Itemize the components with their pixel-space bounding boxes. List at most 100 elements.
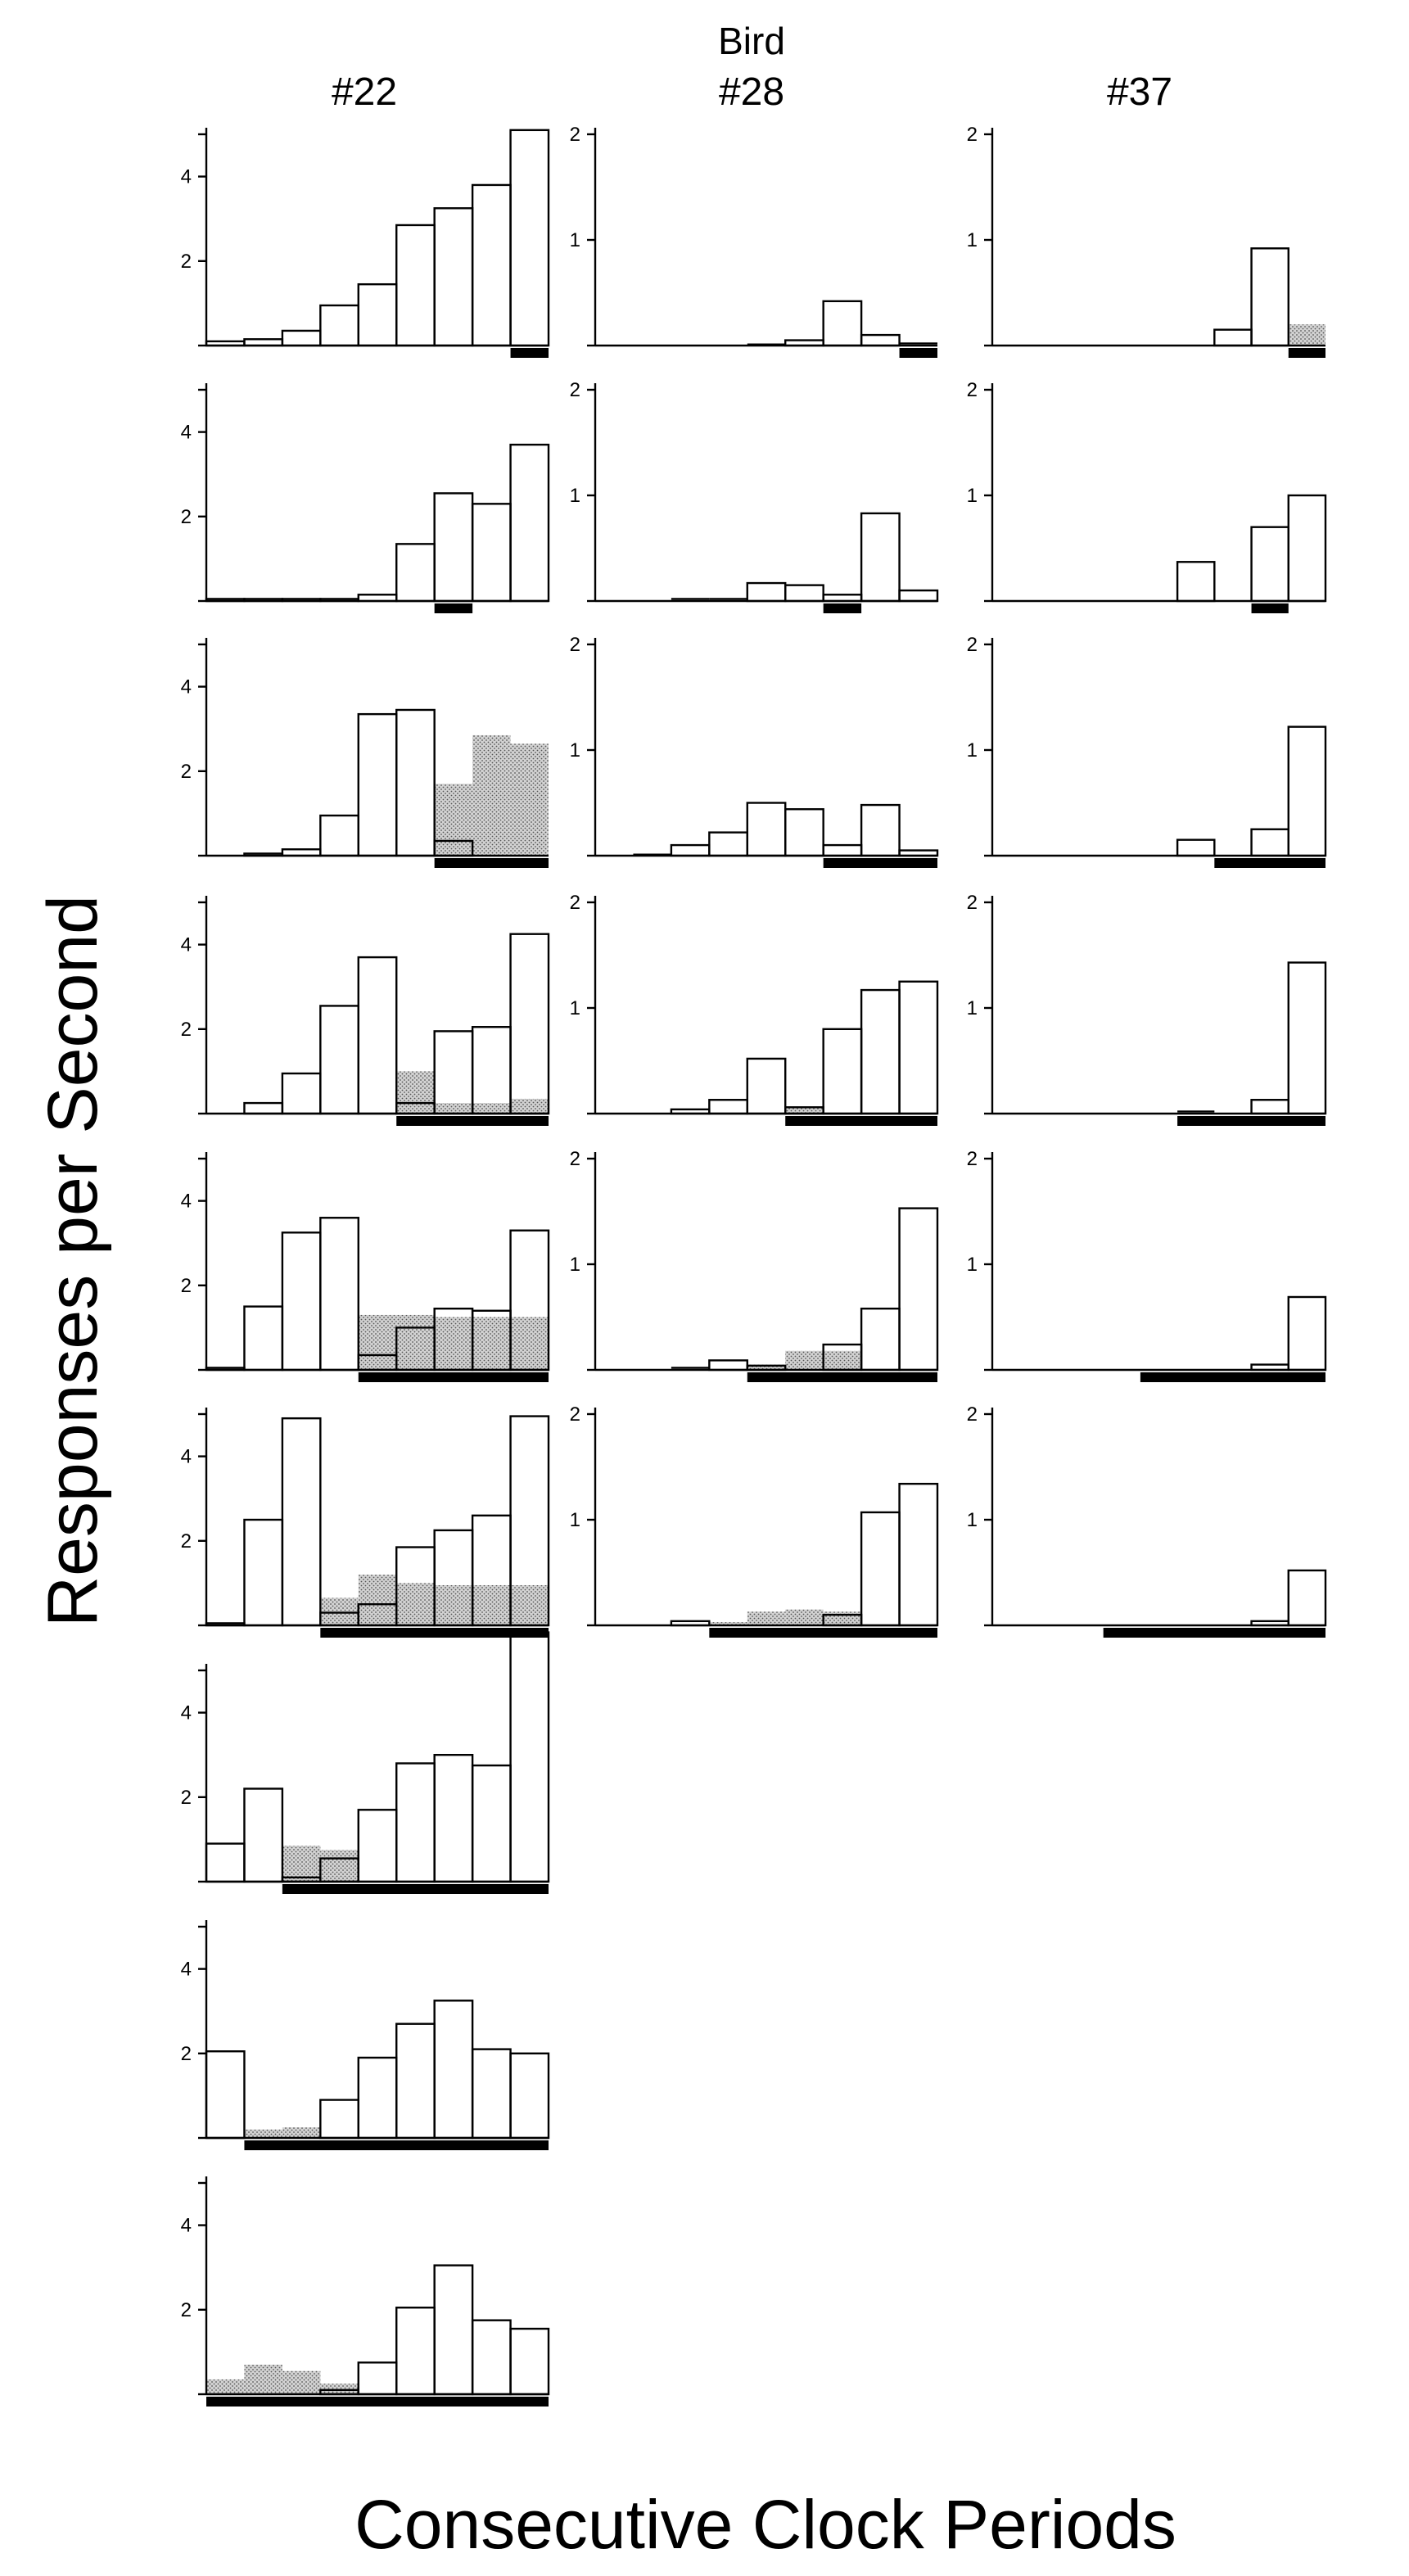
period-bar (1251, 603, 1289, 613)
y-tick-label: 2 (967, 1403, 978, 1426)
y-tick-label: 2 (967, 634, 978, 656)
open-bar-4 (319, 304, 359, 347)
open-bar-5 (746, 1057, 787, 1115)
y-tick-label: 4 (181, 934, 192, 956)
open-bar-3 (281, 1417, 322, 1627)
open-bar-9 (898, 1482, 939, 1627)
period-bar (396, 1116, 549, 1126)
shaded-bar-4 (320, 2384, 359, 2394)
panel-bird-28-row-5: 12 (570, 1148, 939, 1382)
y-tick-label: 1 (967, 1509, 978, 1531)
open-bar-9 (509, 933, 550, 1115)
panel-bird-22-row-9: 24 (181, 2176, 550, 2407)
y-tick-label: 4 (181, 166, 192, 188)
period-bar (510, 348, 549, 358)
panel-bird-37-row-6: 12 (967, 1403, 1327, 1638)
y-tick-label: 2 (967, 379, 978, 401)
open-bar-8 (1250, 526, 1289, 603)
open-bar-3 (670, 843, 711, 857)
open-bar-5 (357, 2056, 398, 2140)
open-bar-3 (281, 1232, 322, 1372)
shaded-bar-5 (747, 1611, 786, 1625)
shaded-bar-1 (206, 2379, 245, 2394)
open-bar-9 (509, 129, 550, 347)
shaded-bar-4 (709, 1622, 747, 1625)
y-tick-label: 4 (181, 1191, 192, 1213)
open-bar-8 (860, 1511, 901, 1627)
shaded-bar-7 (434, 1317, 473, 1370)
y-tick-label: 2 (181, 1275, 192, 1297)
open-bar-8 (860, 803, 901, 857)
open-bar-6 (395, 2307, 436, 2396)
panel-bird-22-row-6: 24 (181, 1408, 550, 1638)
open-bar-3 (281, 1072, 322, 1115)
open-bar-8 (471, 2319, 512, 2396)
y-tick-label: 1 (570, 739, 580, 762)
y-tick-label: 1 (570, 485, 580, 507)
open-bar-9 (898, 980, 939, 1115)
open-bar-9 (898, 589, 939, 603)
shaded-bar-3 (282, 1846, 321, 1882)
shaded-bar-9 (510, 1584, 549, 1625)
open-bar-8 (1250, 1099, 1289, 1115)
period-bar (1140, 1372, 1325, 1382)
shaded-bar-8 (472, 1103, 511, 1114)
y-tick-label: 2 (181, 1019, 192, 1041)
open-bar-7 (1213, 328, 1253, 347)
open-bar-7 (433, 2264, 474, 2396)
open-bar-6 (1176, 838, 1216, 857)
y-tick-label: 2 (967, 892, 978, 914)
period-bar (899, 348, 937, 358)
period-bar (1103, 1628, 1325, 1638)
panels-layer: 2424242424242424241212121212121212121212… (181, 124, 1327, 2407)
period-bar (785, 1116, 937, 1126)
y-tick-label: 1 (967, 997, 978, 1019)
bird-37-header: #37 (1107, 70, 1172, 114)
shaded-bar-3 (282, 2127, 321, 2138)
open-bar-1 (205, 1842, 246, 1883)
open-bar-8 (471, 183, 512, 347)
shaded-bar-5 (358, 1314, 397, 1370)
period-bar (823, 858, 937, 868)
period-bar (1288, 348, 1325, 358)
shaded-bar-9 (510, 1317, 549, 1370)
open-bar-2 (243, 1101, 284, 1115)
shaded-bar-6 (785, 1350, 824, 1370)
y-tick-label: 4 (181, 1959, 192, 1981)
period-bar (206, 2397, 549, 2407)
y-tick-label: 2 (570, 892, 580, 914)
bird-label: Bird (718, 20, 785, 62)
y-tick-label: 2 (181, 1787, 192, 1809)
shaded-bar-2 (244, 2129, 282, 2138)
open-bar-4 (708, 831, 748, 857)
open-bar-6 (395, 224, 436, 347)
open-bar-7 (822, 300, 863, 347)
period-bar (320, 1628, 549, 1638)
open-bar-1 (205, 2050, 246, 2140)
open-bar-8 (860, 333, 901, 347)
y-tick-label: 2 (181, 251, 192, 273)
open-bar-7 (433, 492, 474, 603)
open-bar-5 (357, 1809, 398, 1883)
shaded-bar-7 (434, 1584, 473, 1625)
bird-28-header: #28 (719, 70, 784, 114)
y-tick-label: 2 (967, 1148, 978, 1170)
open-bar-4 (319, 814, 359, 857)
y-tick-label: 1 (570, 1509, 580, 1531)
open-bar-5 (746, 581, 787, 603)
y-tick-label: 2 (570, 124, 580, 146)
panel-bird-22-row-4: 24 (181, 896, 550, 1126)
y-tick-label: 1 (570, 997, 580, 1019)
open-bar-6 (395, 1762, 436, 1883)
period-bar (358, 1372, 549, 1382)
open-bar-8 (860, 512, 901, 603)
shaded-bar-6 (396, 1583, 435, 1625)
y-tick-label: 2 (570, 379, 580, 401)
panel-bird-28-row-4: 12 (570, 892, 939, 1126)
open-bar-4 (708, 1359, 748, 1372)
y-tick-label: 2 (181, 761, 192, 783)
open-bar-8 (1250, 247, 1289, 347)
open-bar-2 (243, 1787, 284, 1883)
y-tick-label: 2 (181, 1530, 192, 1552)
open-bar-9 (1287, 1295, 1327, 1372)
